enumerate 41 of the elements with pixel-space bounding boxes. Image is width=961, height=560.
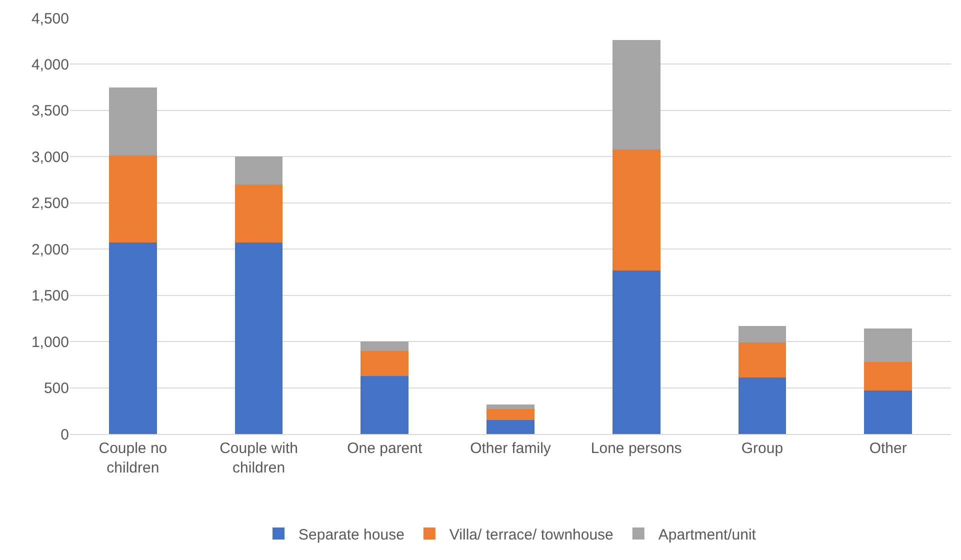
y-tick-label: 3,000 — [31, 148, 69, 166]
bar — [360, 350, 409, 376]
y-tick-label: 3,500 — [31, 102, 69, 120]
bar — [612, 40, 660, 150]
y-tick-label: 4,500 — [31, 10, 69, 28]
y-tick-label: 2,500 — [31, 195, 69, 212]
bar — [864, 328, 912, 362]
bar — [234, 184, 283, 243]
x-tick-label: Other — [869, 440, 907, 457]
x-tick-label: Couple no children — [98, 440, 168, 476]
y-tick-label: 0 — [60, 426, 69, 444]
y-tick-label: 2,000 — [31, 241, 69, 258]
bar — [360, 376, 409, 434]
bar — [486, 420, 534, 434]
bar — [109, 87, 157, 156]
legend-label: Villa/ terrace/ townhouse — [449, 526, 614, 544]
y-tick-label: 500 — [44, 380, 69, 398]
x-tick-label: Lone persons — [590, 440, 682, 457]
bar — [864, 362, 912, 391]
x-tick-label: Other family — [470, 440, 552, 457]
y-tick-label: 1,500 — [31, 288, 69, 305]
x-tick-label: One parent — [347, 440, 423, 457]
bar — [486, 409, 534, 420]
legend-label: Apartment/unit — [658, 526, 757, 544]
bar — [486, 404, 534, 410]
bar — [109, 242, 157, 434]
bar — [612, 270, 660, 434]
legend-label: Separate house — [298, 526, 404, 544]
bar — [864, 390, 912, 434]
x-tick-label: Couple with children — [220, 440, 298, 476]
bar — [234, 156, 283, 184]
bar — [612, 149, 660, 270]
bar — [738, 378, 786, 434]
y-tick-label: 4,000 — [31, 56, 69, 74]
bar — [234, 242, 283, 434]
bar — [360, 342, 409, 351]
bar — [738, 326, 786, 342]
x-tick-label: Group — [741, 440, 784, 457]
bar — [109, 156, 157, 243]
bar — [738, 342, 786, 378]
y-tick-label: 1,000 — [31, 334, 69, 351]
